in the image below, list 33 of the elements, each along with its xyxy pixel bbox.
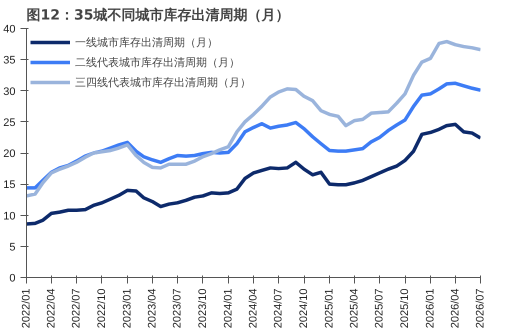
x-tick-label: 2022/10 bbox=[96, 288, 108, 328]
y-tick-label: 25 bbox=[3, 116, 16, 129]
x-tick-label: 2023/04 bbox=[146, 288, 158, 328]
x-tick-label: 2025/10 bbox=[399, 288, 412, 328]
y-tick-label: 20 bbox=[3, 148, 16, 160]
x-tick-label: 2023/07 bbox=[171, 288, 184, 328]
x-tick-label: 2025/01 bbox=[324, 288, 336, 328]
y-tick-label: 30 bbox=[3, 86, 16, 98]
x-tick-label: 2026/07 bbox=[474, 288, 486, 328]
x-tick-label: 2026/01 bbox=[424, 288, 436, 328]
x-tick-label: 2022/01 bbox=[20, 288, 32, 328]
line-series bbox=[26, 122, 480, 226]
x-tick-label: 2024/04 bbox=[248, 288, 260, 328]
x-tick-label: 2023/01 bbox=[121, 288, 134, 328]
legend-label: 一线城市库存出清周期（月） bbox=[75, 36, 218, 50]
x-tick-label: 2026/04 bbox=[449, 288, 462, 328]
x-tick-label: 2023/10 bbox=[196, 288, 209, 328]
legend-label: 二线代表城市库存出清周期（月） bbox=[75, 56, 240, 70]
y-tick-label: 10 bbox=[3, 210, 16, 222]
x-tick-label: 2022/04 bbox=[45, 288, 58, 328]
x-tick-label: 2024/10 bbox=[298, 288, 310, 328]
y-tick-label: 35 bbox=[3, 54, 16, 67]
x-tick-label: 2025/04 bbox=[348, 288, 360, 328]
x-tick-label: 2024/07 bbox=[272, 288, 285, 328]
x-tick-label: 2024/01 bbox=[222, 288, 234, 328]
y-tick-label: 40 bbox=[3, 24, 16, 36]
y-tick-label: 15 bbox=[3, 179, 16, 192]
legend-label: 三四线代表城市库存出清周期（月） bbox=[75, 76, 251, 90]
x-tick-label: 2025/07 bbox=[374, 288, 386, 328]
x-tick-label: 2022/07 bbox=[70, 288, 83, 328]
y-tick-label: 5 bbox=[9, 241, 16, 254]
y-tick-label: 0 bbox=[9, 272, 16, 284]
chart-title: 图12：35城不同城市库存出清周期（月） bbox=[26, 6, 290, 24]
